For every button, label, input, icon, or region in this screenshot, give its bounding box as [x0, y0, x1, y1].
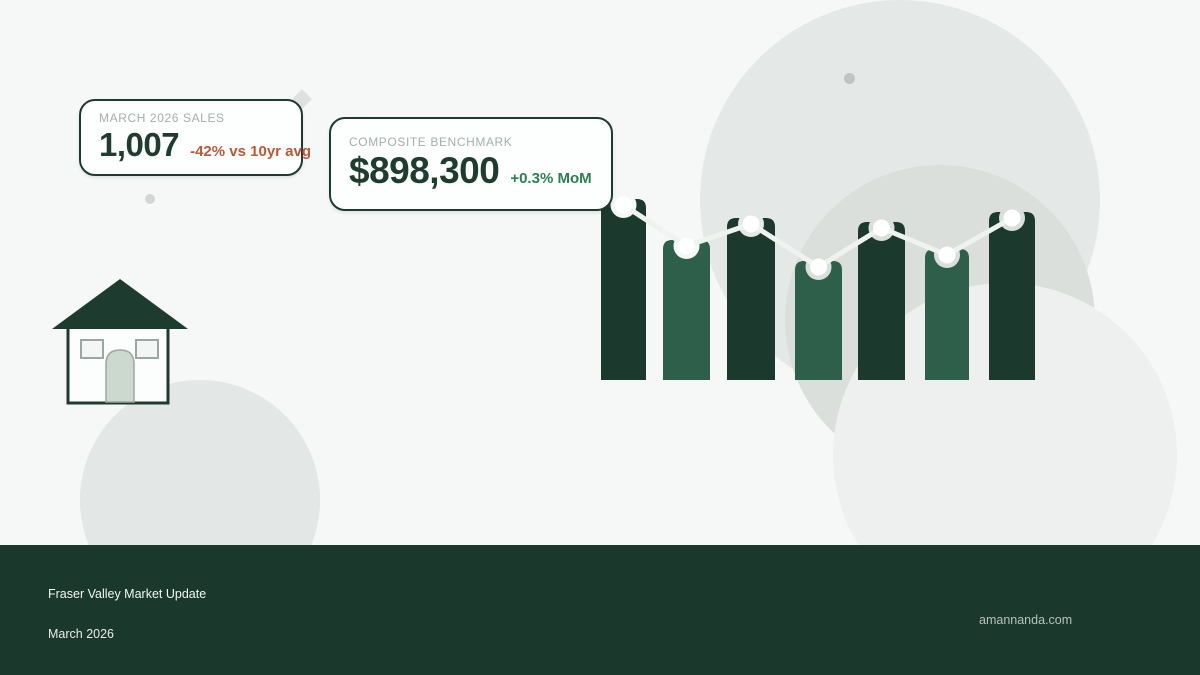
sales-card-delta: -42% vs 10yr avg	[190, 143, 312, 160]
benchmark-card-row: $898,300 +0.3% MoM	[349, 152, 593, 189]
chart-bar	[925, 249, 969, 380]
chart-bar	[858, 222, 905, 380]
chart-bars	[601, 199, 1035, 380]
benchmark-card-delta: +0.3% MoM	[510, 170, 592, 187]
chart-bar	[795, 261, 842, 380]
chart-bar	[989, 212, 1035, 380]
sales-card-value: 1,007	[99, 126, 180, 163]
bg-dot-left	[145, 194, 155, 204]
bg-dot-top-right	[844, 73, 855, 84]
house-window-right	[135, 339, 159, 359]
footer-date: March 2026	[48, 627, 115, 641]
bar-line-chart	[601, 196, 1035, 380]
chart-dot	[873, 219, 890, 237]
footer-website: amannanda.com	[979, 613, 1073, 627]
chart-dot	[938, 246, 956, 264]
footer-bar: Fraser Valley Market Update March 2026 a…	[0, 545, 1200, 675]
footer-title: Fraser Valley Market Update	[48, 587, 207, 601]
benchmark-card-label: COMPOSITE BENCHMARK	[349, 135, 513, 149]
chart-dot	[810, 258, 827, 276]
house-window-left	[80, 339, 104, 359]
sales-card-label: MARCH 2026 SALES	[99, 111, 225, 125]
house-icon	[52, 279, 188, 405]
chart-bar	[601, 199, 646, 380]
benchmark-stat-card: COMPOSITE BENCHMARK $898,300 +0.3% MoM	[329, 117, 613, 211]
chart-bar	[727, 218, 775, 380]
sales-card-row: 1,007 -42% vs 10yr avg	[99, 126, 311, 163]
chart-bar	[663, 240, 710, 380]
chart-dot	[615, 196, 632, 214]
chart-dot	[678, 237, 695, 255]
benchmark-card-value: $898,300	[349, 150, 500, 191]
chart-dot	[1003, 209, 1021, 227]
house-roof-icon	[52, 279, 188, 329]
sales-stat-card: MARCH 2026 SALES 1,007 -42% vs 10yr avg	[79, 99, 311, 176]
chart-dot	[742, 215, 760, 233]
house-door	[105, 349, 135, 403]
